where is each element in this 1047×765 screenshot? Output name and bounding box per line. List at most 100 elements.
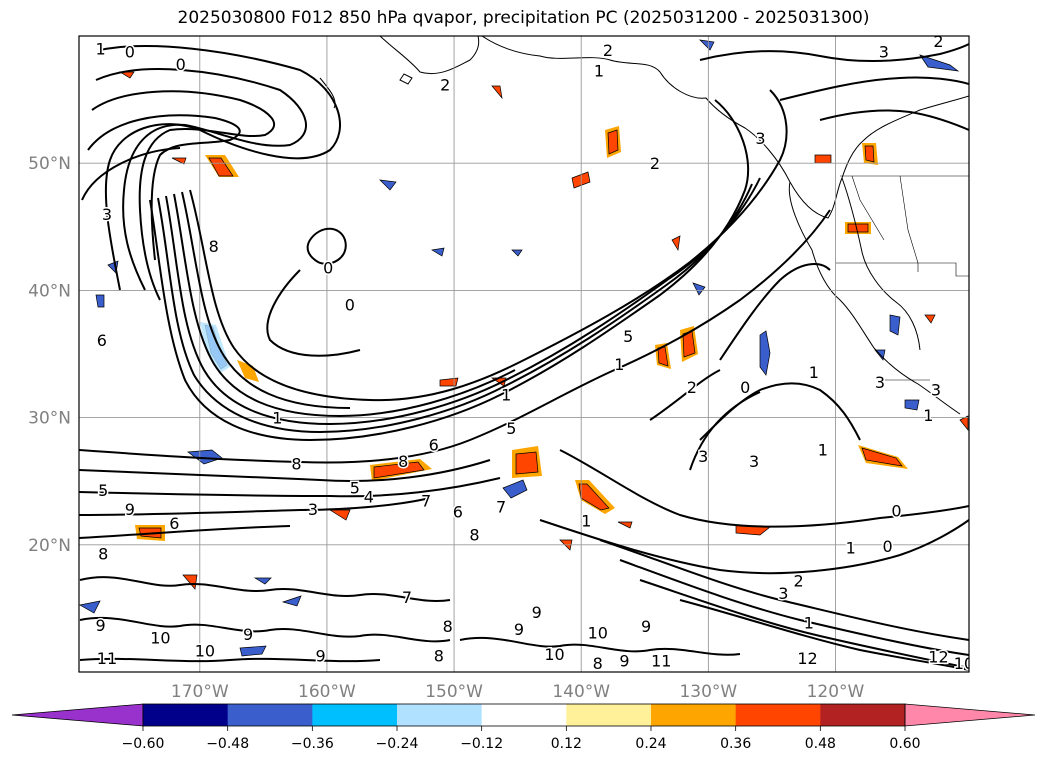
contour-label: 0 [891, 501, 901, 520]
contour-label: 10 [954, 654, 974, 673]
contour-label: 3 [875, 373, 885, 392]
negative-precip-patch [200, 322, 230, 373]
contour-label: 3 [749, 452, 759, 471]
contour-label: 8 [443, 617, 453, 636]
contour-label: 3 [931, 381, 941, 400]
contour-label: 3 [778, 584, 788, 603]
contour-label: 9 [125, 500, 135, 519]
contour-label: 1 [923, 406, 933, 425]
contour-label: 3 [102, 205, 112, 224]
negative-precip-patch [699, 39, 715, 51]
contour-label: 2 [687, 378, 697, 397]
contour-label: 2 [794, 571, 804, 590]
negative-precip-patch [281, 595, 302, 607]
negative-precip-patch [919, 54, 960, 72]
longitude-tick-label: 160°W [298, 682, 356, 702]
latitude-tick-label: 30°N [28, 409, 71, 429]
colorbar-segment [651, 704, 737, 726]
latitude-tick-label: 40°N [28, 281, 71, 301]
contour-label: 1 [501, 386, 511, 405]
contour-label: 7 [421, 491, 431, 510]
positive-precip-patch [328, 509, 351, 521]
positive-precip-patch [578, 483, 610, 511]
contour-label: 6 [169, 514, 179, 533]
negative-precip-patch [431, 247, 445, 257]
map-frame [78, 35, 970, 673]
colorbar-tick-label: −0.24 [376, 736, 419, 752]
contour-label: 8 [593, 654, 603, 673]
contour-label: 3 [698, 447, 708, 466]
longitude-tick-label: 120°W [807, 682, 865, 702]
colorbar-tick-label: 0.24 [635, 736, 666, 752]
negative-precip-patch [239, 645, 267, 657]
positive-precip-patch [924, 314, 936, 324]
positive-precip-patch [373, 461, 425, 479]
contour-label: 7 [496, 498, 506, 517]
colorbar-segment [820, 704, 906, 726]
contour-label: 0 [323, 259, 333, 278]
contour-label: 9 [641, 617, 651, 636]
contour-label: 1 [818, 440, 828, 459]
map-title: 2025030800 F012 850 hPa qvapor, precipit… [177, 8, 870, 28]
longitude-labels: 170°W 160°W 150°W 140°W 130°W 120°W [171, 682, 865, 702]
colorbar-tick-label: −0.48 [206, 736, 249, 752]
latitude-labels: 20°N 30°N 40°N 50°N [28, 154, 71, 556]
contour-label: 10 [195, 641, 215, 660]
contour-label: 11 [97, 649, 117, 668]
colorbar-segment [312, 704, 398, 726]
colorbar-tick-label: −0.12 [460, 736, 503, 752]
latitude-tick-label: 50°N [28, 154, 71, 174]
colorbar-extend-high [904, 703, 1036, 727]
negative-precip-patch [95, 294, 105, 308]
positive-precip-patch [439, 377, 459, 387]
colorbar-extend-low [11, 703, 144, 727]
contour-label: 8 [291, 454, 301, 473]
negative-precip-patch [253, 577, 272, 585]
negative-precip-patch [904, 399, 920, 411]
contour-label: 8 [209, 237, 219, 256]
negative-precip-patch [379, 179, 397, 191]
contour-label: 5 [350, 479, 360, 498]
colorbar: −0.60 −0.48 −0.36 −0.24 −0.12 0.12 0.24 0.36 0.4… [11, 703, 1036, 752]
contour-label: 3 [755, 129, 765, 148]
contour-label: 10 [150, 629, 170, 648]
contour-label: 0 [740, 378, 750, 397]
colorbar-tick-label: 0.12 [551, 736, 582, 752]
contour-label: 10 [588, 624, 608, 643]
colorbar-segment [481, 704, 567, 726]
contour-label: 12 [928, 648, 948, 667]
contour-label: 0 [176, 55, 186, 74]
colorbar-tick-label: 0.60 [889, 736, 920, 752]
contour-label: 1 [614, 355, 624, 374]
contour-label: 5 [623, 327, 633, 346]
contour-label: 6 [453, 503, 463, 522]
colorbar-segment [143, 704, 229, 726]
contour-label: 1 [804, 613, 814, 632]
contour-label: 1 [272, 409, 282, 428]
colorbar-tick-label: 0.36 [720, 736, 751, 752]
contour-label: 1 [809, 363, 819, 382]
positive-precip-patch [847, 223, 869, 233]
contour-label: 9 [619, 652, 629, 671]
positive-precip-patch [515, 451, 539, 475]
negative-precip-patch [889, 314, 901, 336]
colorbar-outline [142, 703, 906, 727]
contour-label: 9 [315, 646, 325, 665]
positive-precip-patch [208, 157, 234, 177]
colorbar-tick-label: −0.60 [122, 736, 165, 752]
contour-label: 0 [125, 42, 135, 61]
positive-precip-patch [959, 415, 969, 431]
positive-precip-patch [171, 157, 187, 165]
colorbar-tick-label: 0.48 [805, 736, 836, 752]
negative-precip-patch [759, 330, 771, 376]
colorbar-segment [566, 704, 652, 726]
contour-label: 6 [429, 435, 439, 454]
contour-label: 9 [532, 603, 542, 622]
colorbar-segment [227, 704, 313, 726]
positive-precip-patch [607, 129, 619, 155]
contour-label: 9 [96, 616, 106, 635]
negative-precip-patch [511, 249, 523, 257]
contour-label: 2 [440, 75, 450, 94]
